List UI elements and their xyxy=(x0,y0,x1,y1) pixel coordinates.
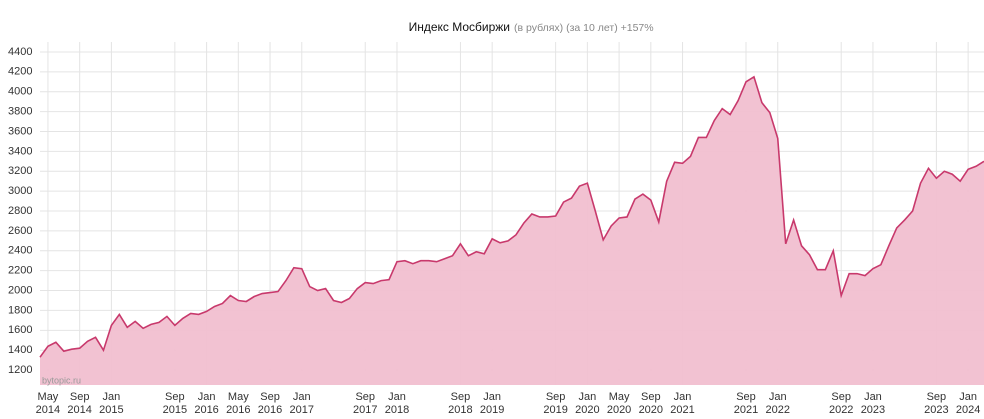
x-tick-label: Sep 2021 xyxy=(733,391,759,416)
x-tick-label: Sep 2022 xyxy=(828,391,854,416)
x-tick-label: Sep 2020 xyxy=(638,391,664,416)
chart-title: Индекс Мосбиржи xyxy=(409,20,510,34)
y-tick-label: 1200 xyxy=(8,364,32,376)
y-tick-label: 3000 xyxy=(8,185,32,197)
x-tick-label: Jan 2016 xyxy=(194,391,219,416)
x-tick-label: May 2014 xyxy=(35,391,61,416)
x-tick-label: Sep 2016 xyxy=(257,391,283,416)
x-tick-label: Jan 2015 xyxy=(99,391,124,416)
x-tick-label: Jan 2022 xyxy=(765,391,790,416)
line xyxy=(39,75,984,358)
y-tick-label: 3800 xyxy=(8,106,32,118)
watermark: bytopic.ru xyxy=(42,375,81,385)
x-tick-label: Jan 2019 xyxy=(479,391,505,416)
y-tick-label: 2400 xyxy=(8,245,32,257)
y-tick-label: 2800 xyxy=(8,205,32,217)
y-tick-label: 4400 xyxy=(8,46,32,58)
x-tick-label: Jan 2021 xyxy=(670,391,695,416)
y-tick-label: 2600 xyxy=(8,225,32,237)
y-tick-label: 3600 xyxy=(8,125,32,137)
y-tick-label: 1800 xyxy=(8,304,32,316)
y-tick-label: 3200 xyxy=(8,165,32,177)
area xyxy=(40,76,984,385)
x-tick-label: Jan 2020 xyxy=(575,391,600,416)
x-tick-label: May 2020 xyxy=(606,391,632,416)
y-tick-label: 4000 xyxy=(8,86,32,98)
y-tick-label: 2200 xyxy=(8,265,32,277)
x-tick-label: Jan 2018 xyxy=(384,391,410,416)
x-tick-label: Sep 2019 xyxy=(543,391,568,416)
x-tick-label: Sep 2014 xyxy=(67,391,92,416)
y-tick-label: 3400 xyxy=(8,145,32,157)
x-tick-label: Sep 2017 xyxy=(352,391,378,416)
y-tick-label: 1400 xyxy=(8,344,32,356)
y-tick-label: 1600 xyxy=(8,324,32,336)
x-tick-label: May 2016 xyxy=(226,391,251,416)
x-tick-label: Jan 2023 xyxy=(860,391,886,416)
y-tick-label: 2000 xyxy=(8,284,32,296)
chart-subtitle: (в рублях) (за 10 лет) +157% xyxy=(514,22,654,34)
x-tick-label: Jan 2024 xyxy=(955,391,981,416)
x-tick-label: Sep 2023 xyxy=(924,391,949,416)
x-tick-label: Sep 2018 xyxy=(448,391,473,416)
x-tick-label: Jan 2017 xyxy=(289,391,315,416)
y-tick-label: 4200 xyxy=(8,66,32,78)
x-tick-label: Sep 2015 xyxy=(162,391,188,416)
